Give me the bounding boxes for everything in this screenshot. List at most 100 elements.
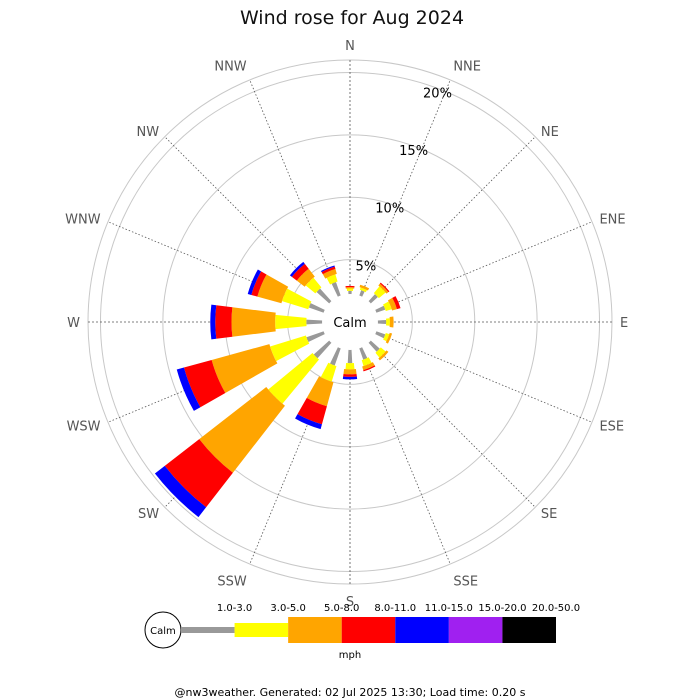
footer-text: @nw3weather. Generated: 02 Jul 2025 13:3… (175, 686, 526, 699)
spoke-ese (349, 321, 593, 423)
petal-ssw-bin-0 (330, 346, 341, 366)
direction-label-ene: ENE (599, 213, 625, 228)
petal-w-bin-0 (306, 319, 323, 325)
petal-sse-bin-2 (362, 362, 375, 371)
petal-sw-bin-1 (268, 352, 320, 404)
petal-nnw-bin-0 (331, 281, 341, 298)
petal-ne-bin-0 (368, 294, 378, 304)
petal-w-bin-4 (210, 304, 217, 340)
legend-swatch-11.0-15.0 (395, 617, 449, 643)
petal-ese-bin-2 (385, 332, 393, 344)
legend-swatch-1.0-3.0 (181, 627, 235, 633)
spoke-nw (164, 136, 351, 323)
speed-legend: Calm 1.0-3.0 3.0-5.0 5.0-8.0 8.0-11.0 11.0-15… (144, 603, 580, 661)
petal-ene-bin-1 (383, 301, 392, 312)
petal-se-bin-1 (375, 347, 386, 358)
petal-s-bin-3 (343, 373, 357, 377)
direction-label-nw: NW (136, 125, 159, 140)
spoke-se (349, 321, 536, 508)
petal-ne-bin-3 (379, 282, 390, 293)
petal-s-bin-2 (343, 369, 357, 375)
petal-nnw-bin-2 (322, 269, 337, 279)
petal-wsw-bin-2 (211, 344, 278, 394)
petal-wsw-bin-1 (270, 335, 310, 362)
legend-bin-label: 8.0-11.0 (374, 603, 416, 614)
spoke-ne (349, 136, 536, 323)
petal-nw-bin-3 (291, 263, 309, 281)
petal-nne-bin-1 (359, 287, 367, 293)
petal-sw-bin-4 (154, 465, 207, 518)
spoke-sse (349, 321, 451, 565)
petal-ssw-bin-1 (320, 362, 337, 382)
direction-label-n: N (345, 39, 355, 54)
direction-label-nne: NNE (453, 60, 481, 75)
spoke-wnw (107, 221, 351, 323)
petal-sse-bin-0 (359, 346, 368, 360)
chart-overlay: N NNE NE ENE E ESE SE SSE S SSW SW WSW W WNW NW NNW 5% 10… (65, 39, 628, 610)
petal-wsw-bin-3 (183, 359, 226, 408)
petal-wsw-bin-0 (306, 331, 326, 342)
direction-label-sse: SSE (453, 574, 478, 589)
petal-sw-bin-2 (199, 387, 285, 473)
petal-w-bin-1 (275, 314, 307, 330)
petal-nnw-bin-4 (320, 265, 335, 273)
petal-n-bin-3 (345, 285, 355, 288)
legend-bin-label: 15.0-20.0 (478, 603, 526, 614)
direction-label-ssw: SSW (217, 574, 247, 589)
petal-sw-bin-0 (313, 340, 332, 359)
direction-label-ese: ESE (599, 419, 624, 434)
petal-wnw-bin-2 (257, 274, 289, 304)
petal-e-bin-1 (386, 318, 390, 326)
petal-wsw-bin-4 (176, 367, 201, 411)
petal-ne-bin-2 (378, 283, 389, 294)
spoke-nnw (249, 79, 351, 323)
grid-ring-15 (162, 134, 538, 510)
spoke-ssw (249, 321, 351, 565)
petal-sw-bin-3 (164, 439, 233, 508)
petal-n-bin-0 (348, 290, 352, 295)
petal-ne-bin-1 (373, 286, 386, 299)
petal-ese-bin-0 (374, 331, 386, 339)
petal-ssw-bin-4 (295, 414, 322, 430)
petal-nnw-bin-1 (326, 274, 338, 285)
legend-swatch-5.0-8.0 (288, 617, 342, 643)
petal-w-bin-3 (215, 305, 233, 339)
petal-nne-bin-2 (359, 284, 370, 291)
spoke-nne (349, 79, 451, 323)
polar-grid (87, 59, 613, 585)
radial-tick-label: 10% (375, 202, 404, 217)
direction-label-sw: SW (138, 507, 159, 522)
petal-wnw-bin-0 (308, 303, 326, 313)
petal-e-bin-0 (377, 320, 387, 324)
petal-w-bin-2 (231, 307, 276, 337)
direction-label-wnw: WNW (65, 213, 101, 228)
spoke-ene (349, 221, 593, 323)
direction-label-w: W (67, 316, 80, 331)
legend-unit-label: mph (339, 650, 361, 661)
direction-label-nnw: NNW (214, 60, 246, 75)
direction-label-se: SE (541, 507, 557, 522)
calm-circle (322, 294, 378, 350)
legend-swatch-15.0-20.0 (448, 617, 503, 643)
petal-se-bin-2 (378, 350, 389, 361)
petal-n-bin-1 (346, 288, 354, 291)
petal-s-bin-0 (347, 349, 353, 364)
radial-tick-label: 15% (399, 144, 428, 159)
legend-swatch-3.0-5.0 (234, 623, 289, 637)
petal-ssw-bin-3 (297, 397, 327, 425)
petal-sse-bin-3 (363, 365, 376, 372)
petal-sse-bin-1 (361, 357, 372, 367)
legend-swatch-8.0-11.0 (341, 617, 396, 643)
direction-label-e: E (620, 316, 628, 331)
petal-ssw-bin-2 (306, 376, 334, 407)
petal-ese-bin-1 (383, 332, 390, 342)
petal-ene-bin-0 (374, 305, 386, 313)
legend-calm-label: Calm (150, 626, 176, 637)
petal-wnw-bin-1 (282, 288, 312, 310)
petal-se-bin-0 (368, 340, 380, 352)
petal-s-bin-1 (345, 362, 355, 370)
petal-e-bin-2 (389, 316, 394, 328)
calm-label: Calm (333, 316, 366, 331)
petal-ene-bin-3 (392, 296, 401, 310)
